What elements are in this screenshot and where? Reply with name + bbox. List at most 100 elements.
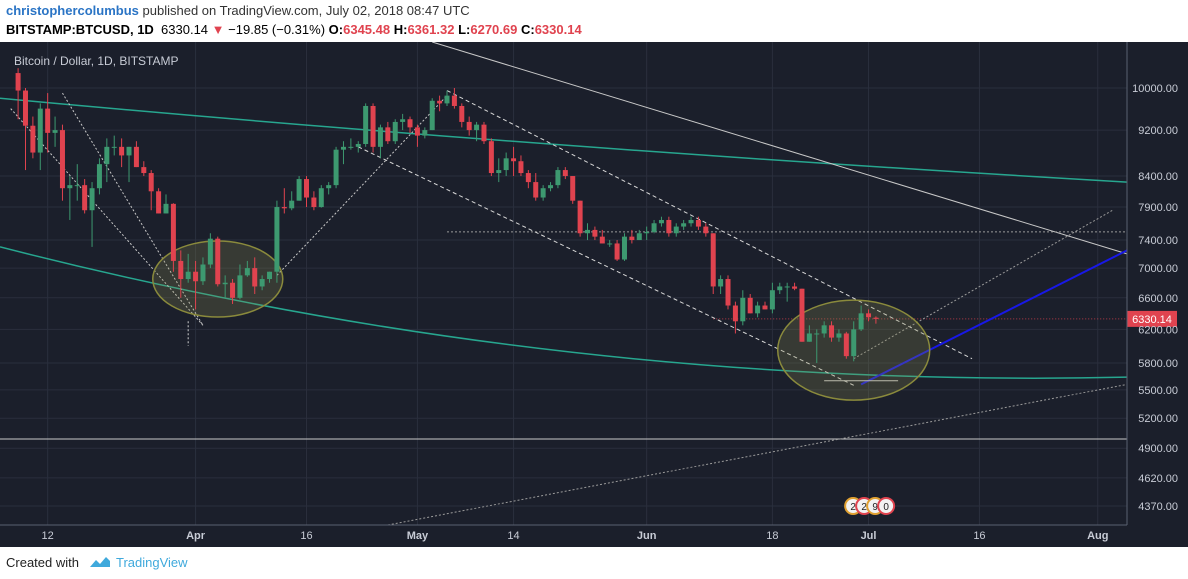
- candle-body: [621, 236, 627, 260]
- candle-body: [259, 279, 265, 287]
- candle: [340, 141, 346, 165]
- candle-body: [82, 185, 88, 211]
- author-link[interactable]: christophercolumbus: [6, 3, 139, 18]
- event-badge-label: 2: [861, 502, 867, 513]
- candle: [215, 236, 221, 287]
- candle: [740, 290, 746, 326]
- tradingview-brand[interactable]: TradingView: [116, 555, 188, 570]
- candle: [843, 331, 849, 359]
- candle: [326, 182, 332, 195]
- created-with-label: Created with: [6, 555, 79, 570]
- price-tag-label: 6330.14: [1132, 314, 1172, 326]
- candle-body: [718, 279, 724, 287]
- candle-body: [777, 286, 783, 291]
- candle-body: [725, 279, 731, 306]
- candle: [96, 158, 102, 195]
- close-label: C:: [520, 22, 535, 37]
- candle-body: [296, 179, 302, 201]
- candle: [170, 203, 176, 272]
- candle-body: [437, 100, 443, 104]
- candle-body: [592, 229, 598, 237]
- candle-body: [193, 271, 199, 282]
- candle-body: [119, 146, 125, 156]
- candle-body: [156, 191, 162, 214]
- candle: [518, 155, 524, 177]
- candle-body: [185, 271, 191, 280]
- candle-body: [22, 90, 28, 126]
- candle: [104, 138, 110, 183]
- candle: [222, 275, 228, 298]
- candle-body: [836, 333, 842, 338]
- candle-body: [89, 188, 95, 211]
- candle: [644, 226, 650, 241]
- y-tick-label: 9200.00: [1138, 125, 1178, 137]
- x-tick-label: 16: [300, 530, 312, 542]
- candle-body: [289, 200, 295, 209]
- candle: [784, 282, 790, 302]
- y-tick-label: 5500.00: [1138, 385, 1178, 397]
- candle: [725, 275, 731, 310]
- candle: [511, 146, 517, 177]
- candle: [141, 161, 147, 177]
- projection-dotted: [853, 209, 1113, 360]
- candle-body: [148, 173, 154, 192]
- x-tick-label: 14: [507, 530, 519, 542]
- candle-body: [562, 170, 568, 177]
- candle-body: [303, 179, 309, 198]
- candle-body: [45, 108, 51, 133]
- candle: [355, 141, 361, 153]
- candle: [466, 116, 472, 136]
- candle: [755, 301, 761, 318]
- candle: [22, 88, 28, 171]
- candle-body: [370, 105, 376, 147]
- candle: [133, 141, 139, 168]
- candle-body: [585, 229, 591, 234]
- candle: [185, 253, 191, 283]
- candle-body: [688, 219, 694, 224]
- candle-body: [111, 146, 117, 148]
- candle-body: [755, 305, 761, 314]
- candle: [688, 216, 694, 227]
- candle-body: [481, 124, 487, 142]
- candle-body: [133, 146, 139, 168]
- candle: [777, 282, 783, 294]
- candle-body: [392, 121, 398, 142]
- candle: [237, 264, 243, 300]
- candle: [259, 275, 265, 291]
- candle: [695, 216, 701, 230]
- candlestick-chart[interactable]: 6330.142 2 9 0 4370.004620.004900.005200.00…: [0, 41, 1188, 547]
- event-badge: 0: [877, 497, 896, 515]
- candle: [592, 226, 598, 241]
- candle-body: [695, 219, 701, 227]
- candle-body: [555, 170, 561, 186]
- candle: [82, 179, 88, 214]
- candle: [481, 121, 487, 145]
- candle-body: [355, 144, 361, 147]
- candle-body: [474, 124, 480, 131]
- change-arrow: ▼: [211, 22, 225, 37]
- y-tick-label: 4900.00: [1138, 443, 1178, 455]
- symbol-label: BITSTAMP:BTCUSD, 1D: [6, 22, 154, 37]
- price-tag-bg: [1127, 310, 1177, 327]
- candle-body: [237, 275, 243, 298]
- candle-body: [52, 130, 58, 133]
- candle: [459, 103, 465, 128]
- candle-body: [843, 333, 849, 357]
- candle: [769, 282, 775, 314]
- candle: [451, 88, 457, 109]
- candle: [747, 293, 753, 314]
- candle: [607, 240, 613, 247]
- candle-body: [230, 282, 236, 298]
- chart-area[interactable]: 6330.14 2 2 9 0 4370.00 4620.00 4900.00 5200.00…: [0, 41, 1188, 547]
- tradingview-logo-icon: [90, 557, 110, 567]
- candle-body: [200, 264, 206, 282]
- candle-body: [570, 176, 576, 201]
- candle-body: [363, 105, 369, 145]
- candle-body: [74, 185, 80, 187]
- candle: [792, 282, 798, 291]
- candle: [636, 229, 642, 241]
- candle: [799, 288, 805, 342]
- x-tick-label: 12: [42, 530, 54, 542]
- candle: [829, 321, 835, 342]
- y-tick-label: 7900.00: [1138, 202, 1178, 214]
